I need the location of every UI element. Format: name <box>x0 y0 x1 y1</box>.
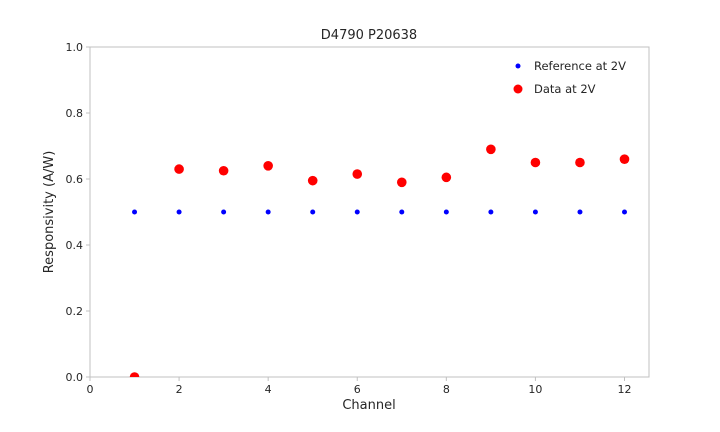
data-point <box>441 172 452 183</box>
data-point <box>310 209 316 215</box>
x-axis-label: Channel <box>342 398 395 413</box>
data-point <box>619 154 630 164</box>
data-point <box>575 157 585 168</box>
data-point <box>622 209 628 215</box>
data-point <box>530 157 541 168</box>
data-point <box>218 165 229 176</box>
data-point <box>443 209 449 215</box>
data-point <box>396 177 407 188</box>
data-point <box>132 209 138 215</box>
data-point <box>221 209 227 215</box>
data-point <box>352 169 363 179</box>
legend-marker-reference-icon <box>515 63 521 69</box>
data-point <box>307 175 318 186</box>
legend-label-reference: Reference at 2V <box>534 59 626 73</box>
y-tick-label: 0.4 <box>66 239 84 252</box>
x-tick-label: 12 <box>618 383 632 396</box>
y-tick-label: 0.0 <box>66 371 84 384</box>
x-tick-label: 2 <box>176 383 183 396</box>
data-point <box>176 209 182 215</box>
y-tick-label: 1.0 <box>66 41 84 54</box>
data-point <box>354 209 360 215</box>
x-tick-label: 4 <box>265 383 272 396</box>
x-axis-ticks: 0 2 4 6 8 10 12 <box>87 377 632 396</box>
x-tick-label: 0 <box>87 383 94 396</box>
legend-label-data: Data at 2V <box>534 82 596 96</box>
data-point <box>577 209 583 215</box>
data-point <box>486 144 496 155</box>
x-tick-label: 8 <box>443 383 450 396</box>
data-point <box>399 209 405 215</box>
legend-marker-data-icon <box>513 84 523 94</box>
x-tick-label: 6 <box>354 383 361 396</box>
data-point <box>129 372 140 377</box>
data-point <box>532 209 538 215</box>
plot-area <box>89 46 650 378</box>
y-tick-label: 0.8 <box>66 107 84 120</box>
data-point <box>174 164 184 174</box>
data-point <box>488 209 494 215</box>
data-point <box>263 161 273 171</box>
y-axis-label: Responsivity (A/W) <box>42 151 57 274</box>
y-tick-label: 0.6 <box>66 173 84 186</box>
y-tick-label: 0.2 <box>66 305 84 318</box>
data-points <box>129 144 630 377</box>
chart-title: D4790 P20638 <box>321 28 417 43</box>
x-tick-label: 10 <box>528 383 542 396</box>
data-point <box>265 209 271 215</box>
legend: Reference at 2V Data at 2V <box>513 59 626 96</box>
y-axis-ticks: 0.0 0.2 0.4 0.6 0.8 1.0 <box>66 41 90 384</box>
